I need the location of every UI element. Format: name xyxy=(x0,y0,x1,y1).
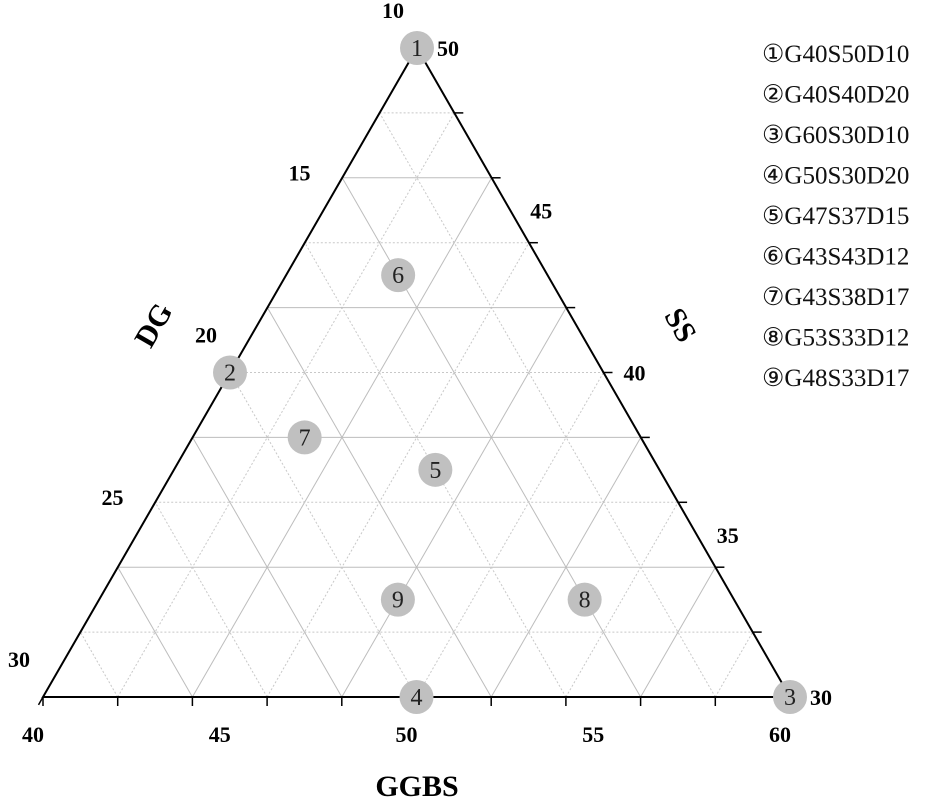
legend-entry: ⑥G43S43D12 xyxy=(762,244,909,271)
data-point-label: 4 xyxy=(411,685,423,711)
data-point-label: 3 xyxy=(784,685,796,711)
data-point-label: 8 xyxy=(579,588,591,614)
tick-label: 40 xyxy=(624,361,646,386)
tick-label: 50 xyxy=(396,722,418,747)
legend-entry: ④G50S30D20 xyxy=(762,163,909,190)
data-point-3 xyxy=(773,680,807,714)
legend: ①G40S50D10 ②G40S40D20 ③G60S30D10 ④G50S30D20… xyxy=(762,41,909,392)
data-point-2 xyxy=(213,355,247,390)
tick-label: 25 xyxy=(102,485,124,510)
data-point-label: 7 xyxy=(299,425,311,451)
data-point-label: 5 xyxy=(429,458,441,484)
triangle-outline xyxy=(41,45,792,698)
grid-line-dg xyxy=(117,566,193,698)
tick-label: 35 xyxy=(717,523,739,548)
data-point-4 xyxy=(399,680,434,714)
tick-left xyxy=(374,112,381,122)
grid-line-dg xyxy=(192,437,343,698)
tick-label: 20 xyxy=(195,323,217,348)
tick-label: 45 xyxy=(209,722,231,747)
data-point-9 xyxy=(380,582,415,617)
tick-label: 10 xyxy=(382,0,404,23)
legend-entry: ②G40S40D20 xyxy=(762,82,909,109)
axis-title-dg: DG xyxy=(128,298,179,353)
grid-line-ggbs xyxy=(714,631,754,698)
tick-left xyxy=(299,242,306,251)
tick-left xyxy=(112,566,119,576)
data-point-6 xyxy=(381,258,416,293)
grid-line-ggbs xyxy=(117,112,455,698)
tick-label: 40 xyxy=(22,722,44,747)
grid-line-dg xyxy=(154,502,268,698)
tick-left xyxy=(75,631,82,641)
tick-label: 45 xyxy=(530,198,552,223)
axis-ticks xyxy=(37,47,799,706)
grid-line-dg xyxy=(229,372,417,698)
data-point-5 xyxy=(418,452,453,487)
tick-label: 50 xyxy=(437,36,459,61)
axis-title-ggbs: GGBS xyxy=(375,770,458,803)
tick-left xyxy=(262,307,269,316)
grid-line-ggbs xyxy=(341,307,567,698)
data-point-7 xyxy=(287,420,322,455)
legend-entry: ⑨G48S33D17 xyxy=(762,365,909,392)
grid-line-dg xyxy=(379,112,716,698)
data-point-label: 9 xyxy=(392,588,404,614)
data-point-label: 1 xyxy=(411,36,423,62)
data-point-1 xyxy=(400,31,434,65)
triangle-frame xyxy=(41,45,792,698)
legend-entry: ⑧G53S33D12 xyxy=(762,325,909,352)
tick-label: 15 xyxy=(289,160,311,185)
axis-title-ss: SS xyxy=(658,303,703,348)
tick-left xyxy=(150,501,156,511)
data-point-8 xyxy=(567,582,602,617)
tick-left xyxy=(187,437,194,446)
legend-entry: ⑦G43S38D17 xyxy=(762,284,909,311)
grid-line-ggbs xyxy=(640,566,716,698)
tick-label: 30 xyxy=(8,647,30,672)
grid-line-ggbs xyxy=(490,437,642,698)
grid-line-dg xyxy=(79,631,119,698)
grid-line-ggbs xyxy=(416,372,604,698)
tick-label: 30 xyxy=(810,685,832,710)
data-point-label: 2 xyxy=(224,361,236,387)
grid-line-ggbs xyxy=(266,242,530,698)
tick-label: 60 xyxy=(769,722,791,747)
grid-lines xyxy=(79,112,754,698)
tick-label: 55 xyxy=(582,722,604,747)
legend-entry: ①G40S50D10 xyxy=(762,41,909,68)
tick-left xyxy=(37,696,44,706)
tick-left xyxy=(337,177,343,187)
grid-line-ggbs xyxy=(565,502,679,698)
legend-entry: ⑤G47S37D15 xyxy=(762,203,909,230)
grid-line-dg xyxy=(266,307,492,698)
data-point-label: 6 xyxy=(392,263,404,289)
legend-entry: ③G60S30D10 xyxy=(762,122,909,149)
